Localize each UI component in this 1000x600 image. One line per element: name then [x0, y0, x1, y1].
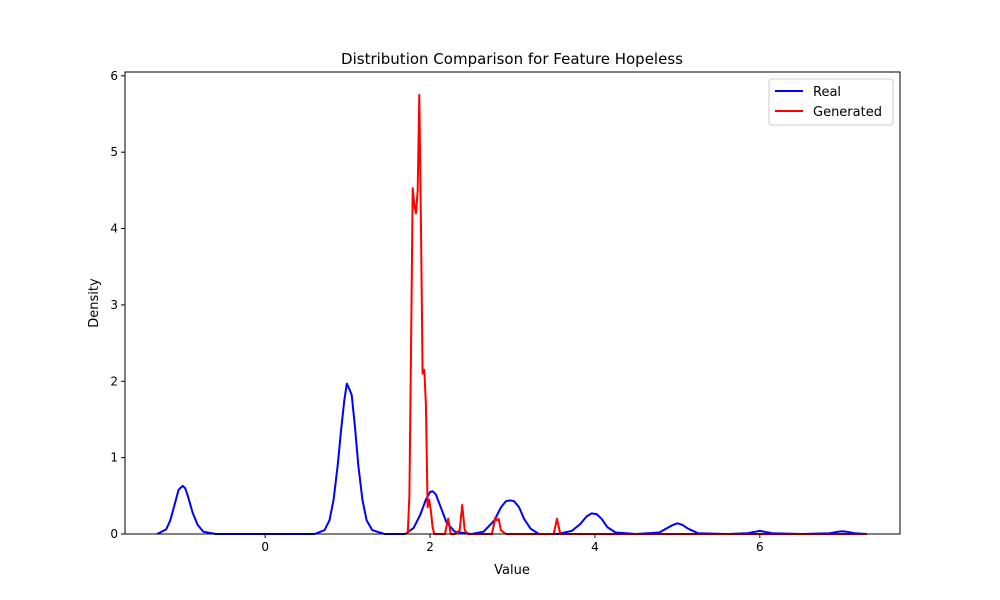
series-layer [156, 93, 868, 535]
legend-label-generated: Generated [813, 105, 882, 120]
y-tick-label: 0 [110, 527, 118, 541]
y-tick-label: 2 [110, 374, 118, 388]
x-tick-label: 2 [426, 540, 434, 554]
x-axis: 0 2 4 6 [261, 534, 764, 554]
y-tick-label: 6 [110, 69, 118, 83]
plot-area [124, 71, 901, 535]
series-line-generated [404, 93, 867, 535]
chart-title: Distribution Comparison for Feature Hope… [341, 50, 683, 68]
y-axis-label: Density [87, 278, 102, 328]
y-tick-label: 1 [110, 451, 118, 465]
y-axis: 0 1 2 3 4 5 6 [110, 69, 125, 541]
y-tick-label: 3 [110, 298, 118, 312]
x-tick-label: 4 [591, 540, 599, 554]
legend: Real Generated [768, 78, 894, 126]
y-tick-label: 5 [110, 145, 118, 159]
x-axis-label: Value [494, 563, 530, 578]
y-tick-label: 4 [110, 222, 118, 236]
x-tick-label: 0 [261, 540, 269, 554]
legend-label-real: Real [813, 85, 841, 100]
series-line-real [156, 382, 868, 535]
x-tick-label: 6 [756, 540, 764, 554]
